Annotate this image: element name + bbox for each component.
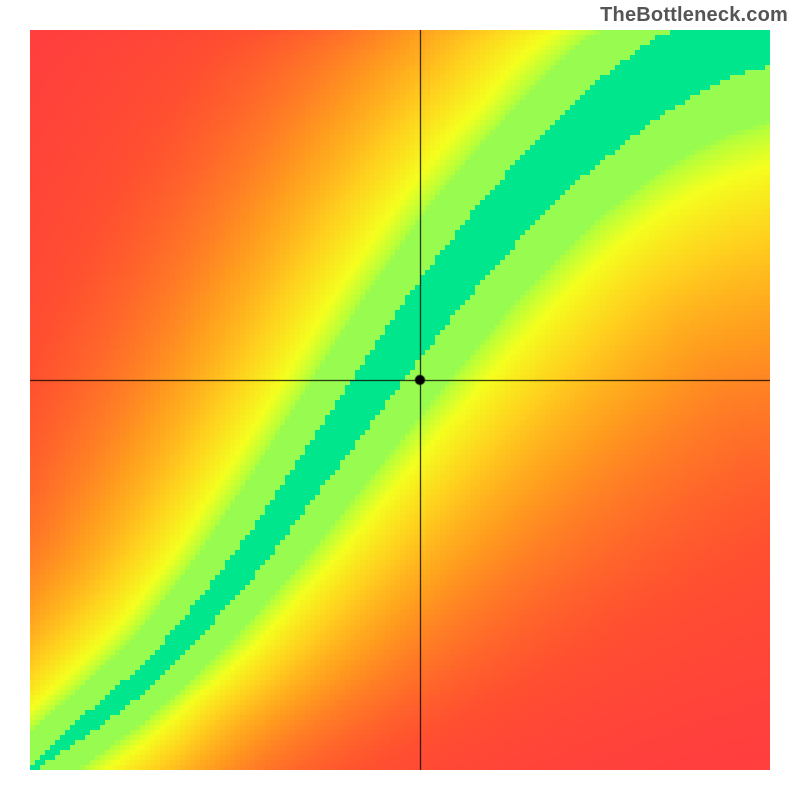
crosshair-overlay <box>30 30 770 770</box>
watermark-text: TheBottleneck.com <box>600 4 788 27</box>
